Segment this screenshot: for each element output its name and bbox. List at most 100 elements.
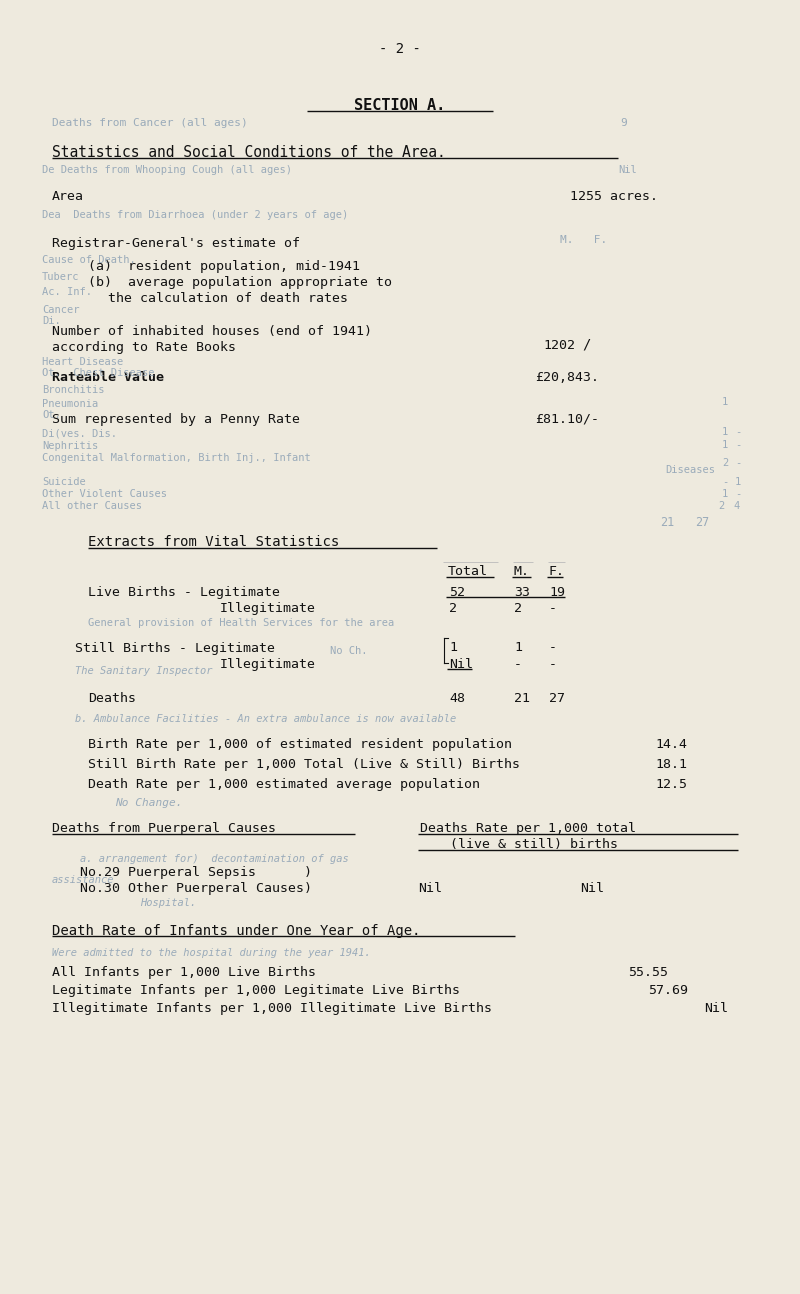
Text: Illegitimate Infants per 1,000 Illegitimate Live Births: Illegitimate Infants per 1,000 Illegitim… xyxy=(52,1002,492,1014)
Text: Cancer: Cancer xyxy=(42,305,79,314)
Text: Nil: Nil xyxy=(704,1002,728,1014)
Text: De Deaths from Whooping Cough (all ages): De Deaths from Whooping Cough (all ages) xyxy=(42,166,292,175)
Text: Nil: Nil xyxy=(449,659,473,672)
Text: Number of inhabited houses (end of 1941): Number of inhabited houses (end of 1941) xyxy=(52,325,372,338)
Text: All Infants per 1,000 Live Births: All Infants per 1,000 Live Births xyxy=(52,967,316,980)
Text: 18.1: 18.1 xyxy=(655,758,687,771)
Text: Rateable Value: Rateable Value xyxy=(52,371,164,384)
Text: 21: 21 xyxy=(660,516,674,529)
Text: (a)  resident population, mid-1941: (a) resident population, mid-1941 xyxy=(88,260,360,273)
Text: 1: 1 xyxy=(735,477,742,487)
Text: Legitimate Infants per 1,000 Legitimate Live Births: Legitimate Infants per 1,000 Legitimate … xyxy=(52,983,460,996)
Text: the calculation of death rates: the calculation of death rates xyxy=(108,292,348,305)
Text: Di(ves. Dis.: Di(ves. Dis. xyxy=(42,430,117,439)
Text: Congenital Malformation, Birth Inj., Infant: Congenital Malformation, Birth Inj., Inf… xyxy=(42,453,310,463)
Text: 1: 1 xyxy=(722,427,728,437)
Text: Ot.  Chest Disease: Ot. Chest Disease xyxy=(42,367,154,378)
Text: Dea  Deaths from Diarrhoea (under 2 years of age): Dea Deaths from Diarrhoea (under 2 years… xyxy=(42,210,348,220)
Text: Area: Area xyxy=(52,190,84,203)
Text: Deaths from Cancer (all ages): Deaths from Cancer (all ages) xyxy=(52,118,248,128)
Text: Heart Disease: Heart Disease xyxy=(42,357,123,367)
Text: Deaths Rate per 1,000 total: Deaths Rate per 1,000 total xyxy=(420,822,636,835)
Text: SECTION A.: SECTION A. xyxy=(354,98,446,113)
Text: 1: 1 xyxy=(514,641,522,653)
Text: 27: 27 xyxy=(695,516,710,529)
Text: assistance: assistance xyxy=(52,875,114,885)
Text: -: - xyxy=(735,489,742,499)
Text: Illegitimate: Illegitimate xyxy=(220,602,316,615)
Text: 1: 1 xyxy=(722,489,728,499)
Text: Registrar-General's estimate of: Registrar-General's estimate of xyxy=(52,237,300,250)
Text: Extracts from Vital Statistics: Extracts from Vital Statistics xyxy=(88,534,339,549)
Text: Statistics and Social Conditions of the Area.: Statistics and Social Conditions of the … xyxy=(52,145,446,160)
Text: -: - xyxy=(722,477,728,487)
Text: 2: 2 xyxy=(722,458,728,468)
Text: 2: 2 xyxy=(449,602,457,615)
Text: Hospital.: Hospital. xyxy=(140,898,196,908)
Text: -: - xyxy=(549,659,557,672)
Text: 2: 2 xyxy=(514,602,522,615)
Text: 19: 19 xyxy=(549,586,565,599)
Text: Tuberc: Tuberc xyxy=(42,272,79,282)
Text: No.30 Other Puerperal Causes): No.30 Other Puerperal Causes) xyxy=(80,883,312,895)
Text: Live Births - Legitimate: Live Births - Legitimate xyxy=(88,586,280,599)
Text: £20,843.: £20,843. xyxy=(535,371,599,384)
Text: No.29 Puerperal Sepsis      ): No.29 Puerperal Sepsis ) xyxy=(80,866,312,879)
Text: Sum represented by a Penny Rate: Sum represented by a Penny Rate xyxy=(52,413,300,426)
Text: (live & still) births: (live & still) births xyxy=(450,839,618,851)
Text: 4: 4 xyxy=(733,501,739,511)
Text: No Ch.: No Ch. xyxy=(330,646,367,656)
Text: 1: 1 xyxy=(722,397,728,408)
Text: Still Births - Legitimate: Still Births - Legitimate xyxy=(75,642,275,655)
Text: 14.4: 14.4 xyxy=(655,738,687,751)
Text: -: - xyxy=(549,602,557,615)
Text: The Sanitary Inspector: The Sanitary Inspector xyxy=(75,666,213,675)
Text: 55.55: 55.55 xyxy=(628,967,668,980)
Text: 12.5: 12.5 xyxy=(655,778,687,791)
Text: 9: 9 xyxy=(620,118,626,128)
Text: 21: 21 xyxy=(514,692,530,705)
Text: Were admitted to the hospital during the year 1941.: Were admitted to the hospital during the… xyxy=(52,949,370,958)
Text: Nil: Nil xyxy=(580,883,604,895)
Text: Deaths: Deaths xyxy=(88,692,136,705)
Text: 1: 1 xyxy=(449,641,457,653)
Text: Nil: Nil xyxy=(418,883,442,895)
Text: No Change.: No Change. xyxy=(115,798,182,807)
Text: /: / xyxy=(582,336,590,351)
Text: 48: 48 xyxy=(449,692,465,705)
Text: -: - xyxy=(735,427,742,437)
Text: Death Rate per 1,000 estimated average population: Death Rate per 1,000 estimated average p… xyxy=(88,778,480,791)
Text: 27: 27 xyxy=(549,692,565,705)
Text: Cause of Death.: Cause of Death. xyxy=(42,255,136,265)
Text: -: - xyxy=(514,659,522,672)
Text: according to Rate Books: according to Rate Books xyxy=(52,342,236,355)
Text: M.: M. xyxy=(513,565,529,578)
Text: £81.10/-: £81.10/- xyxy=(535,413,599,426)
Text: Birth Rate per 1,000 of estimated resident population: Birth Rate per 1,000 of estimated reside… xyxy=(88,738,512,751)
Text: F.: F. xyxy=(548,565,564,578)
Text: Nephritis: Nephritis xyxy=(42,441,98,452)
Text: General provision of Health Services for the area: General provision of Health Services for… xyxy=(88,619,394,628)
Text: Other Violent Causes: Other Violent Causes xyxy=(42,489,167,499)
Text: -: - xyxy=(549,641,557,653)
Text: -: - xyxy=(735,440,742,450)
Text: 1255 acres.: 1255 acres. xyxy=(570,190,658,203)
Text: b. Ambulance Facilities - An extra ambulance is now available: b. Ambulance Facilities - An extra ambul… xyxy=(75,714,456,725)
Text: 2: 2 xyxy=(718,501,724,511)
Text: Death Rate of Infants under One Year of Age.: Death Rate of Infants under One Year of … xyxy=(52,924,421,938)
Text: Di.: Di. xyxy=(42,316,61,326)
Text: 52: 52 xyxy=(449,586,465,599)
Text: Still Birth Rate per 1,000 Total (Live & Still) Births: Still Birth Rate per 1,000 Total (Live &… xyxy=(88,758,520,771)
Text: Bronchitis: Bronchitis xyxy=(42,386,105,395)
Text: All other Causes: All other Causes xyxy=(42,501,142,511)
Text: -: - xyxy=(735,458,742,468)
Text: Ac. Inf.: Ac. Inf. xyxy=(42,287,92,298)
Text: Diseases: Diseases xyxy=(665,465,715,475)
Text: Suicide: Suicide xyxy=(42,477,86,487)
Text: 57.69: 57.69 xyxy=(648,983,688,996)
Text: M.   F.: M. F. xyxy=(560,236,607,245)
Text: 33: 33 xyxy=(514,586,530,599)
Text: Illegitimate: Illegitimate xyxy=(220,659,316,672)
Text: 1: 1 xyxy=(722,440,728,450)
Text: Total: Total xyxy=(448,565,488,578)
